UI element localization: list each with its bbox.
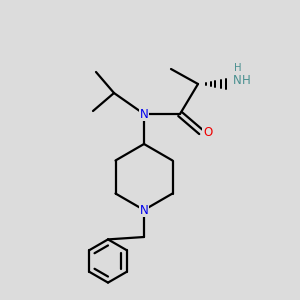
Text: N: N <box>233 74 242 87</box>
Text: N: N <box>140 203 148 217</box>
Text: H: H <box>234 63 241 74</box>
Text: N: N <box>140 107 148 121</box>
Text: O: O <box>203 125 212 139</box>
Text: H: H <box>242 74 251 87</box>
